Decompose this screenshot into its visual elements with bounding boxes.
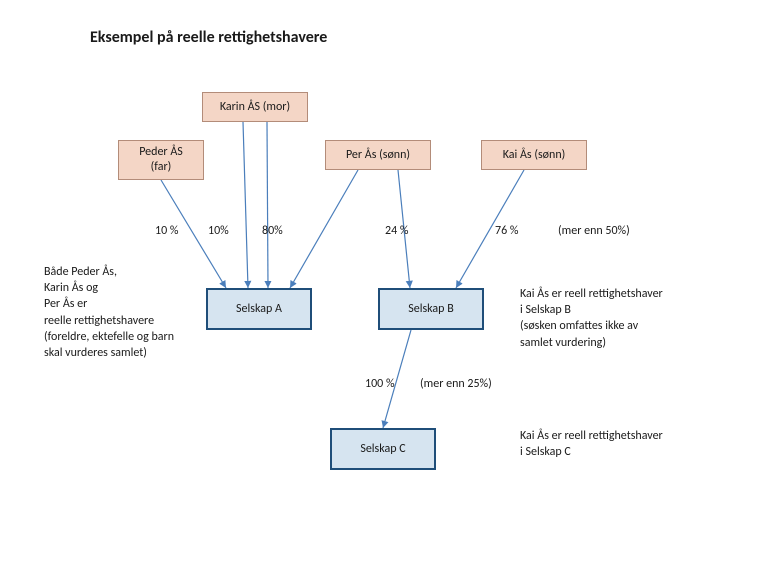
edge-label-e100: 100 % [365,376,395,392]
node-karin: Karin ÅS (mor) [202,92,308,122]
node-selskapC: Selskap C [330,428,436,470]
diagram-canvas: Eksempel på reelle rettighetshavere Pede… [0,0,758,565]
node-per: Per Ås (sønn) [325,140,431,170]
edge-karin-selskapA [267,122,268,288]
annotation-left_note: Både Peder Ås, Karin Ås og Per Ås er ree… [44,264,174,361]
edge-label-e76: 76 % [495,223,518,239]
edge-label-e10a: 10 % [155,223,178,239]
edge-label-n50: (mer enn 50%) [558,223,630,239]
node-kai: Kai Ås (sønn) [481,140,587,170]
annotation-right_note_b: Kai Ås er reell rettighetshaver i Selska… [520,286,663,351]
node-selskapA: Selskap A [206,288,312,330]
edge-label-e10b: 10% [208,223,229,239]
edge-label-e24: 24 % [385,223,408,239]
edge-karin-selskapA [243,122,248,288]
edge-per-selskapA [290,170,358,288]
edge-label-e80: 80% [262,223,283,239]
node-peder: Peder ÅS (far) [118,140,204,180]
annotation-right_note_c: Kai Ås er reell rettighetshaver i Selska… [520,428,663,460]
edge-label-n25: (mer enn 25%) [420,376,492,392]
diagram-title: Eksempel på reelle rettighetshavere [90,28,327,47]
node-selskapB: Selskap B [378,288,484,330]
